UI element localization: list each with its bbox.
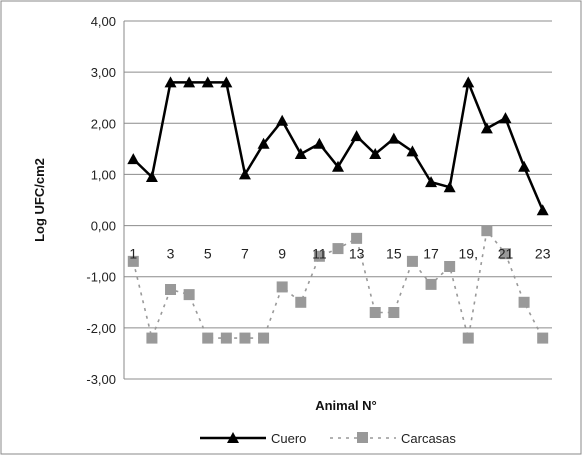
legend-cuero-label: Cuero	[271, 431, 306, 446]
data-point-cuero	[313, 137, 326, 149]
data-point-cuero	[350, 130, 363, 142]
x-tick-label: 7	[241, 246, 249, 262]
data-point-carcasas	[406, 255, 418, 267]
data-point-carcasas	[295, 296, 307, 308]
data-point-cuero	[332, 160, 344, 172]
data-point-cuero	[499, 112, 512, 124]
legend-cuero-marker	[227, 432, 239, 443]
data-point-cuero	[257, 137, 270, 149]
data-point-carcasas	[332, 243, 344, 255]
legend-carcasas-label: Carcasas	[401, 431, 456, 446]
data-point-cuero	[183, 76, 196, 88]
x-tick-label: 17	[423, 246, 439, 262]
data-point-cuero	[127, 153, 140, 165]
y-tick-label: 0,00	[91, 219, 116, 234]
data-point-carcasas	[351, 232, 363, 244]
y-axis-title: Log UFC/cm2	[32, 158, 47, 242]
y-tick-label: 3,00	[91, 65, 116, 80]
series-markers	[127, 76, 549, 344]
data-point-cuero	[276, 114, 289, 126]
data-point-carcasas	[239, 332, 251, 344]
data-point-carcasas	[481, 225, 493, 237]
data-point-cuero	[480, 122, 493, 134]
x-tick-label: 11	[312, 246, 327, 262]
data-point-carcasas	[425, 278, 437, 290]
data-point-cuero	[164, 76, 177, 88]
data-point-carcasas	[313, 250, 325, 262]
data-point-carcasas	[258, 332, 270, 344]
data-point-cuero	[369, 147, 382, 159]
data-point-cuero	[425, 176, 438, 188]
data-point-cuero	[443, 181, 456, 193]
data-point-carcasas	[537, 332, 549, 344]
data-point-carcasas	[220, 332, 232, 344]
data-point-carcasas	[202, 332, 214, 344]
data-point-cuero	[294, 147, 307, 159]
legend: Cuero Carcasas	[200, 431, 456, 446]
x-axis-title: Animal N°	[315, 398, 377, 413]
y-tick-label: -3,00	[86, 372, 116, 387]
gridlines	[124, 20, 552, 380]
data-point-cuero	[238, 168, 251, 180]
x-tick-label: 21	[498, 246, 514, 262]
data-point-cuero	[406, 145, 419, 157]
y-tick-label: 1,00	[91, 167, 116, 182]
data-point-carcasas	[183, 289, 195, 301]
x-tick-label: 13	[349, 246, 365, 262]
data-point-cuero	[462, 76, 475, 88]
x-tick-label: 3	[167, 246, 175, 262]
y-tick-label: -2,00	[86, 321, 116, 336]
data-point-carcasas	[369, 307, 381, 319]
x-tick-label: 15	[386, 246, 402, 262]
data-point-carcasas	[127, 255, 139, 267]
data-point-carcasas	[276, 281, 288, 293]
data-point-carcasas	[165, 284, 177, 295]
data-point-carcasas	[518, 296, 530, 308]
x-tick-label: 23	[535, 246, 551, 262]
x-tick-label: 5	[204, 246, 212, 262]
y-tick-label: 4,00	[91, 14, 116, 29]
data-point-carcasas	[388, 307, 400, 319]
y-tick-labels: 4,00 3,00 2,00 1,00 0,00 -1,00 -2,00 -3,00	[86, 14, 116, 387]
x-tick-labels: 1 3 5 7 9 11 13 15 17 19, 21 23	[129, 246, 550, 262]
y-tick-label: 2,00	[91, 116, 116, 131]
data-point-cuero	[387, 132, 400, 144]
x-tick-label: 1	[129, 246, 137, 262]
data-point-cuero	[518, 160, 531, 172]
data-point-carcasas	[146, 332, 158, 344]
data-point-cuero	[201, 76, 214, 88]
data-point-carcasas	[499, 248, 511, 260]
data-point-carcasas	[444, 260, 456, 272]
x-tick-label: 9	[278, 246, 286, 262]
data-point-cuero	[145, 170, 158, 182]
data-point-cuero	[536, 204, 549, 216]
legend-carcasas-marker	[357, 432, 368, 443]
data-point-carcasas	[462, 332, 474, 344]
data-point-cuero	[220, 76, 233, 88]
x-tick-label: 19,	[459, 246, 478, 262]
y-tick-label: -1,00	[86, 270, 116, 285]
